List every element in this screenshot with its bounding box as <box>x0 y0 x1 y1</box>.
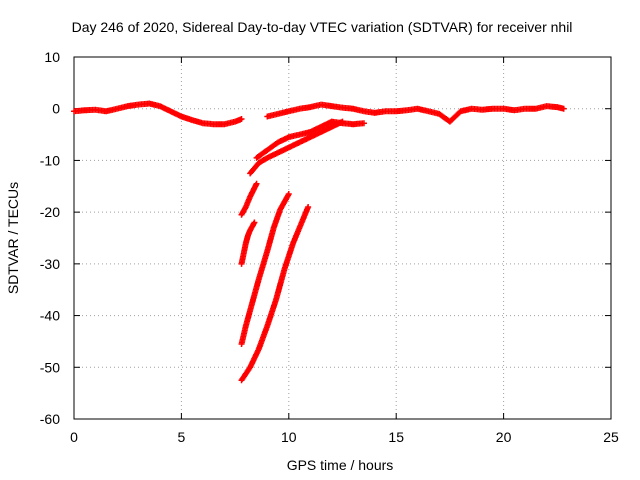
data-point <box>360 120 367 127</box>
data-point <box>285 191 292 198</box>
y-tick-label: -60 <box>40 411 60 427</box>
y-tick-label: -50 <box>40 359 60 375</box>
data-point <box>305 203 312 210</box>
plot-frame <box>73 56 612 420</box>
data-point <box>251 219 258 226</box>
x-axis-label: GPS time / hours <box>287 457 394 473</box>
y-tick-label: -40 <box>40 308 60 324</box>
series-track-4 <box>247 118 346 177</box>
series-track-1 <box>71 100 245 128</box>
x-tick-label: 10 <box>281 429 297 445</box>
y-tick-label: -30 <box>40 256 60 272</box>
chart-title: Day 246 of 2020, Sidereal Day-to-day VTE… <box>72 19 573 35</box>
y-tick-label: 10 <box>44 49 60 65</box>
data-point <box>560 105 567 112</box>
x-tick-label: 25 <box>603 429 619 445</box>
x-tick-label: 20 <box>496 429 512 445</box>
data-point <box>238 116 245 123</box>
series-track-7 <box>238 191 292 348</box>
y-tick-label: 0 <box>52 101 60 117</box>
series-track-5 <box>238 180 260 218</box>
series-track-8 <box>238 203 312 384</box>
data-series <box>71 100 567 384</box>
data-point <box>339 118 346 125</box>
grid-lines <box>74 57 611 419</box>
x-tick-label: 0 <box>70 429 78 445</box>
data-point <box>253 180 260 187</box>
y-axis-label: SDTVAR / TECUs <box>5 182 21 294</box>
axis-ticks: 0 5 10 15 20 25 10 0 -10 -20 -30 -40 -50 -60 <box>40 49 619 445</box>
y-tick-label: -10 <box>40 152 60 168</box>
series-track-6 <box>238 219 258 267</box>
x-tick-label: 15 <box>388 429 404 445</box>
y-tick-label: -20 <box>40 204 60 220</box>
x-tick-label: 5 <box>178 429 186 445</box>
series-track-2 <box>264 101 567 125</box>
